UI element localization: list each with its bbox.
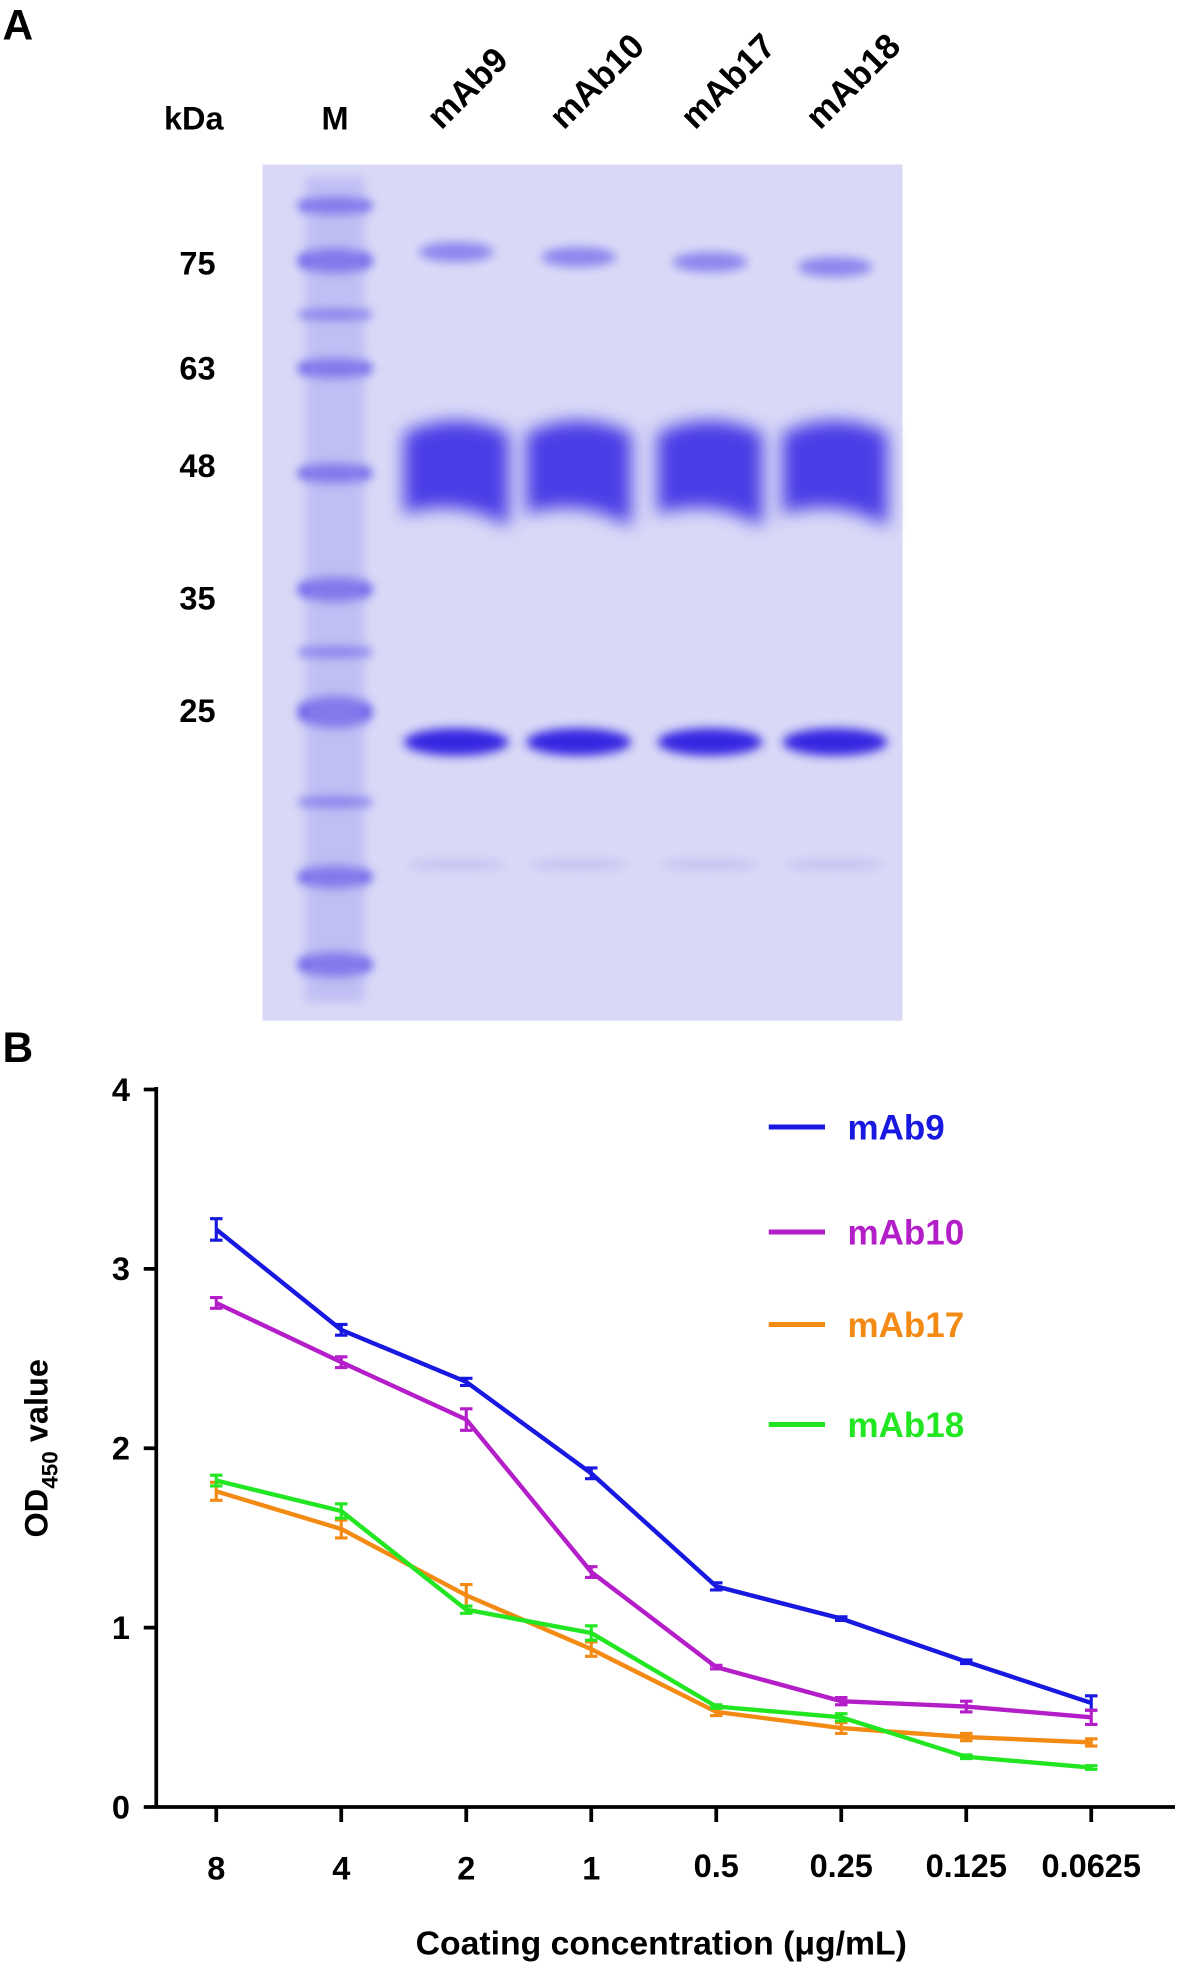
- error-bar: [335, 1355, 348, 1370]
- y-label-sub: 450: [38, 1451, 63, 1489]
- faint-band: [785, 858, 885, 871]
- x-tick-label: 1: [582, 1851, 600, 1887]
- light-chain-band: [526, 728, 632, 756]
- error-bar: [460, 1376, 473, 1388]
- error-bar: [585, 1466, 598, 1481]
- line-chart: B Coating concentration (μg/mL) OD450 va…: [3, 1025, 1175, 1963]
- light-chain-band: [782, 728, 888, 756]
- error-bar: [210, 1296, 223, 1310]
- error-bar: [710, 1703, 723, 1710]
- x-tick-label: 4: [332, 1851, 350, 1887]
- marker-label: 75: [179, 246, 215, 282]
- series-line: [214, 1227, 1092, 1706]
- error-bar: [1085, 1764, 1098, 1771]
- legend-label: mAb9: [848, 1109, 945, 1148]
- error-bar: [585, 1624, 598, 1642]
- igg-band: [526, 420, 632, 527]
- heavy-chain-band: [672, 252, 748, 272]
- lane-label: mAb10: [542, 26, 652, 136]
- y-tick-label: 0: [112, 1789, 130, 1825]
- marker-lane: [305, 177, 365, 1002]
- error-bar: [835, 1721, 848, 1736]
- igg-band: [657, 420, 763, 527]
- error-bar: [335, 1502, 348, 1520]
- faint-band: [406, 858, 507, 871]
- error-bar: [335, 1322, 348, 1337]
- error-bar: [460, 1407, 473, 1432]
- error-bar: [1085, 1708, 1098, 1727]
- error-bar: [460, 1604, 473, 1615]
- y-tick-label: 3: [112, 1251, 130, 1287]
- x-tick-label: 0.5: [694, 1848, 739, 1884]
- series-line: [215, 1300, 1092, 1720]
- y-tick-label: 1: [112, 1610, 130, 1646]
- heavy-chain-band: [418, 242, 494, 262]
- lane-label: M: [321, 101, 348, 137]
- x-tick-label: 0.25: [810, 1848, 873, 1884]
- panel-label: A: [3, 3, 34, 50]
- y-label-main: OD: [19, 1489, 55, 1538]
- legend-label: mAb17: [848, 1306, 965, 1345]
- y-label-rest: value: [19, 1359, 55, 1451]
- marker-label: 35: [179, 581, 215, 617]
- error-bar: [585, 1640, 598, 1658]
- error-bar: [835, 1696, 848, 1707]
- y-tick-label: 4: [112, 1072, 130, 1108]
- igg-band: [782, 420, 888, 527]
- lane-label: mAb9: [419, 40, 515, 136]
- marker-label: 63: [179, 351, 215, 387]
- marker-label: 48: [179, 448, 215, 484]
- x-tick-label: 0.125: [926, 1848, 1007, 1884]
- series-line: [215, 1489, 1092, 1745]
- x-tick-label: 8: [207, 1851, 225, 1887]
- error-bar: [960, 1731, 973, 1743]
- error-bar: [1085, 1737, 1098, 1748]
- error-bar: [210, 1473, 223, 1488]
- heavy-chain-band: [797, 257, 873, 277]
- panel-label: B: [3, 1025, 34, 1072]
- error-bar: [835, 1712, 848, 1723]
- y-tick-label: 2: [112, 1431, 130, 1467]
- light-chain-band: [657, 728, 763, 756]
- marker-label: 25: [179, 693, 215, 729]
- error-bar: [710, 1581, 723, 1592]
- y-axis-label: OD450 value: [19, 1359, 63, 1537]
- faint-band: [528, 858, 629, 871]
- error-bar: [960, 1658, 973, 1666]
- error-bar: [835, 1615, 848, 1623]
- series-line: [215, 1478, 1092, 1770]
- error-bar: [585, 1565, 598, 1579]
- error-bar: [210, 1217, 223, 1242]
- error-bar: [335, 1518, 348, 1540]
- x-tick-label: 2: [457, 1851, 475, 1887]
- error-bar: [960, 1699, 973, 1714]
- bands: [297, 177, 888, 1002]
- heavy-chain-band: [541, 247, 617, 267]
- faint-band: [660, 858, 760, 871]
- lane-label: mAb17: [673, 26, 783, 136]
- error-bar: [710, 1663, 723, 1671]
- legend-label: mAb10: [848, 1214, 965, 1253]
- lane-label: mAb18: [798, 26, 908, 136]
- legend-label: mAb18: [848, 1406, 965, 1445]
- light-chain-band: [403, 728, 509, 756]
- x-axis-label: Coating concentration (μg/mL): [416, 1925, 907, 1963]
- unit-label: kDa: [164, 101, 225, 137]
- igg-band: [403, 420, 509, 527]
- error-bar: [960, 1753, 973, 1761]
- x-tick-label: 0.0625: [1042, 1848, 1141, 1884]
